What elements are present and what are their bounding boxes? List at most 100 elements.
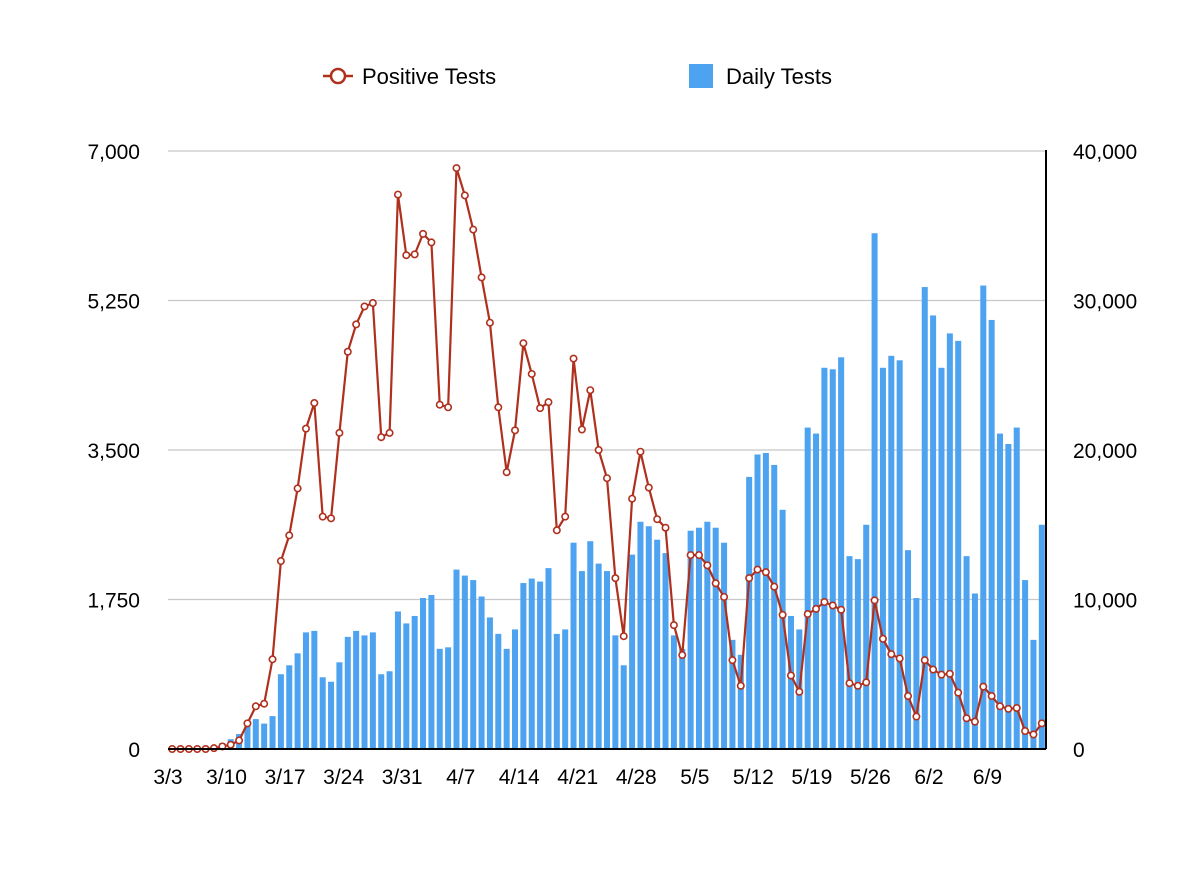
point-positive-tests <box>904 692 913 701</box>
legend-label-daily-tests: Daily Tests <box>726 64 832 89</box>
bar-daily-tests <box>913 598 920 749</box>
bar-daily-tests <box>612 635 619 749</box>
bar-daily-tests <box>1022 580 1029 749</box>
x-tick-label: 4/7 <box>446 766 475 789</box>
point-positive-tests <box>343 347 352 356</box>
point-positive-tests <box>251 702 260 711</box>
x-tick-label: 4/21 <box>557 766 598 789</box>
bar-daily-tests <box>988 319 995 749</box>
bar-daily-tests <box>461 575 468 749</box>
point-positive-tests <box>352 320 361 329</box>
bar-daily-tests <box>1005 444 1012 749</box>
y-left-tick-label: 7,000 <box>87 141 140 164</box>
bar-daily-tests <box>746 476 753 749</box>
point-positive-tests <box>920 656 929 665</box>
point-positive-tests <box>360 302 369 311</box>
point-positive-tests <box>669 621 678 630</box>
point-positive-tests <box>544 398 553 407</box>
bar-daily-tests <box>997 433 1004 749</box>
bar-daily-tests <box>486 617 493 749</box>
bar-daily-tests <box>478 596 485 749</box>
x-tick-label: 3/3 <box>153 766 182 789</box>
bar-daily-tests <box>879 367 886 749</box>
point-positive-tests <box>536 404 545 413</box>
point-positive-tests <box>996 702 1005 711</box>
bar-daily-tests <box>420 598 427 749</box>
bar-daily-tests <box>603 571 611 749</box>
bar-daily-tests <box>662 553 669 749</box>
point-positive-tests <box>653 515 662 524</box>
bar-daily-tests <box>754 454 761 749</box>
bar-daily-tests <box>645 526 652 749</box>
bar-daily-tests <box>971 593 978 749</box>
bar-daily-tests <box>679 648 686 749</box>
point-positive-tests <box>736 681 745 690</box>
bar-daily-tests <box>578 571 585 749</box>
point-positive-tests <box>745 574 754 583</box>
bar-daily-tests <box>721 542 728 749</box>
bar-daily-tests <box>729 639 736 749</box>
point-positive-tests <box>552 526 561 535</box>
x-tick-label: 5/12 <box>733 766 774 789</box>
point-positive-tests <box>419 229 428 238</box>
bar-daily-tests <box>737 654 744 749</box>
bar-daily-tests <box>369 632 376 749</box>
point-positive-tests <box>895 654 904 663</box>
bar-daily-tests <box>620 665 627 749</box>
bar-daily-tests <box>771 464 778 749</box>
x-tick-label: 5/26 <box>850 766 891 789</box>
bar-daily-tests <box>311 630 318 749</box>
bar-daily-tests <box>411 615 418 749</box>
bar-daily-tests <box>244 725 251 749</box>
bar-daily-tests <box>378 674 385 749</box>
point-positive-tests <box>628 494 637 503</box>
y-left-tick-label: 1,750 <box>87 590 140 613</box>
point-positive-tests <box>862 678 871 687</box>
bar-daily-tests <box>980 285 987 749</box>
bar-daily-tests <box>1038 524 1045 749</box>
point-positive-tests <box>577 425 586 434</box>
bar-daily-tests <box>537 581 544 749</box>
bar-daily-tests <box>570 542 577 749</box>
point-positive-tests <box>703 561 712 570</box>
point-positive-tests <box>310 399 319 408</box>
x-tick-label: 3/31 <box>382 766 423 789</box>
point-positive-tests <box>870 596 879 605</box>
bar-daily-tests <box>963 556 970 749</box>
point-positive-tests <box>845 679 854 688</box>
bar-daily-tests <box>587 541 594 749</box>
point-positive-tests <box>293 484 302 493</box>
bar-daily-tests <box>394 611 401 749</box>
point-positive-tests <box>444 403 453 412</box>
point-positive-tests <box>878 634 887 643</box>
y-right-tick-label: 30,000 <box>1073 291 1137 314</box>
legend: Positive Tests Daily Tests <box>323 64 832 89</box>
bar-daily-tests <box>445 647 452 749</box>
point-positive-tests <box>619 632 628 641</box>
x-tick-label: 5/19 <box>791 766 832 789</box>
bar-daily-tests <box>938 367 945 749</box>
point-positive-tests <box>469 225 478 234</box>
point-positive-tests <box>1012 703 1021 712</box>
bar-daily-tests <box>846 556 853 749</box>
point-positive-tests <box>786 671 795 680</box>
bar-daily-tests <box>512 629 519 749</box>
bar-daily-tests <box>1013 427 1020 749</box>
bar-daily-tests <box>344 636 351 750</box>
bar-daily-tests <box>353 630 360 749</box>
bar-daily-tests <box>286 665 293 749</box>
bar-daily-tests <box>386 671 393 749</box>
gridlines <box>168 150 1046 601</box>
bar-daily-tests <box>888 355 895 749</box>
bar-daily-tests <box>470 580 477 749</box>
point-positive-tests <box>803 610 812 619</box>
point-positive-tests <box>711 579 720 588</box>
point-positive-tests <box>954 688 963 697</box>
x-tick-label: 6/2 <box>914 766 943 789</box>
point-positive-tests <box>853 681 862 690</box>
point-positive-tests <box>327 514 336 523</box>
x-tick-label: 5/5 <box>680 766 709 789</box>
bar-daily-tests <box>545 568 552 749</box>
point-positive-tests <box>929 665 938 674</box>
